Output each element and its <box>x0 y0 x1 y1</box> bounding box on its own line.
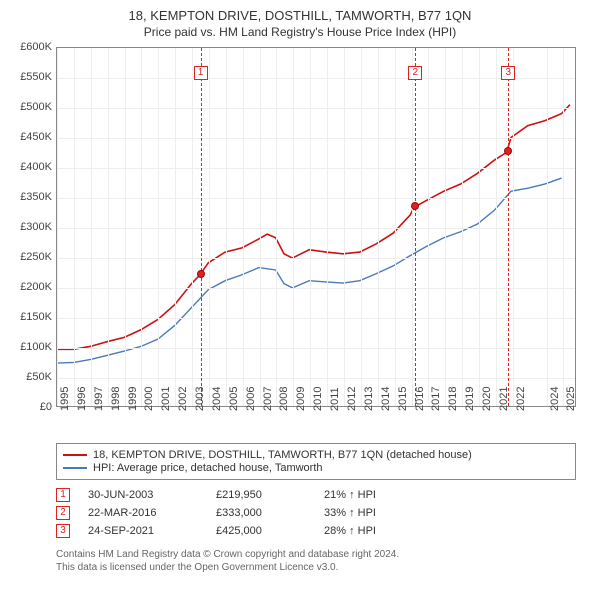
y-axis-tick: £350K <box>8 191 52 203</box>
y-axis-tick: £50K <box>8 371 52 383</box>
y-axis-tick: £200K <box>8 281 52 293</box>
event-row: 3 24-SEP-2021 £425,000 28% ↑ HPI <box>56 522 576 540</box>
event-price: £333,000 <box>216 507 306 519</box>
footer-line-1: Contains HM Land Registry data © Crown c… <box>56 548 576 561</box>
event-number: 2 <box>56 506 70 520</box>
x-axis-tick: 2025 <box>565 387 591 411</box>
plot-area: 1 2 3 <box>56 47 576 407</box>
event-dot <box>504 147 512 155</box>
footer: Contains HM Land Registry data © Crown c… <box>56 548 576 574</box>
y-axis-tick: £0 <box>8 401 52 413</box>
legend: 18, KEMPTON DRIVE, DOSTHILL, TAMWORTH, B… <box>56 443 576 480</box>
y-axis-tick: £600K <box>8 41 52 53</box>
legend-row: 18, KEMPTON DRIVE, DOSTHILL, TAMWORTH, B… <box>63 449 569 461</box>
y-axis-tick: £500K <box>8 101 52 113</box>
legend-label: 18, KEMPTON DRIVE, DOSTHILL, TAMWORTH, B… <box>93 449 472 461</box>
page-subtitle: Price paid vs. HM Land Registry's House … <box>8 25 592 39</box>
events-table: 1 30-JUN-2003 £219,950 21% ↑ HPI 2 22-MAR-201… <box>56 486 576 540</box>
event-pct: 33% ↑ HPI <box>324 507 576 519</box>
event-price: £425,000 <box>216 525 306 537</box>
y-axis-tick: £250K <box>8 251 52 263</box>
legend-label: HPI: Average price, detached house, Tamw… <box>93 462 323 474</box>
y-axis-tick: £100K <box>8 341 52 353</box>
y-axis-tick: £150K <box>8 311 52 323</box>
y-axis-tick: £450K <box>8 131 52 143</box>
event-date: 24-SEP-2021 <box>88 525 198 537</box>
event-marker: 3 <box>501 66 515 80</box>
chart: 1 2 3 £0 £50K £100K £150K £200K £250K £300K £350K… <box>8 47 592 437</box>
event-date: 22-MAR-2016 <box>88 507 198 519</box>
event-number: 1 <box>56 488 70 502</box>
page-title: 18, KEMPTON DRIVE, DOSTHILL, TAMWORTH, B… <box>8 8 592 23</box>
event-dot <box>411 202 419 210</box>
event-row: 2 22-MAR-2016 £333,000 33% ↑ HPI <box>56 504 576 522</box>
x-axis-tick: 2022 <box>515 387 541 411</box>
event-pct: 21% ↑ HPI <box>324 489 576 501</box>
line-series <box>57 48 575 406</box>
y-axis-tick: £300K <box>8 221 52 233</box>
event-price: £219,950 <box>216 489 306 501</box>
event-marker: 1 <box>194 66 208 80</box>
legend-swatch <box>63 467 87 469</box>
event-date: 30-JUN-2003 <box>88 489 198 501</box>
event-row: 1 30-JUN-2003 £219,950 21% ↑ HPI <box>56 486 576 504</box>
legend-swatch <box>63 454 87 456</box>
event-pct: 28% ↑ HPI <box>324 525 576 537</box>
y-axis-tick: £550K <box>8 71 52 83</box>
event-marker: 2 <box>408 66 422 80</box>
event-dot <box>197 270 205 278</box>
event-number: 3 <box>56 524 70 538</box>
y-axis-tick: £400K <box>8 161 52 173</box>
footer-line-2: This data is licensed under the Open Gov… <box>56 561 576 574</box>
legend-row: HPI: Average price, detached house, Tamw… <box>63 462 569 474</box>
